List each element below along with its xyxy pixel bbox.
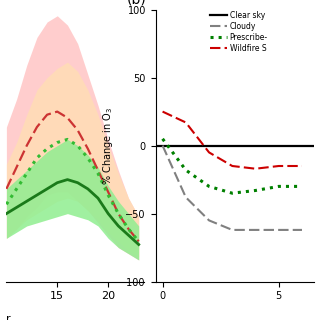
Y-axis label: % Change in O$_3$: % Change in O$_3$ <box>101 107 115 185</box>
Legend: Clear sky, Cloudy, Prescribe-, Wildfire S: Clear sky, Cloudy, Prescribe-, Wildfire … <box>207 8 271 56</box>
Text: r: r <box>6 314 11 320</box>
Text: (b): (b) <box>127 0 147 7</box>
